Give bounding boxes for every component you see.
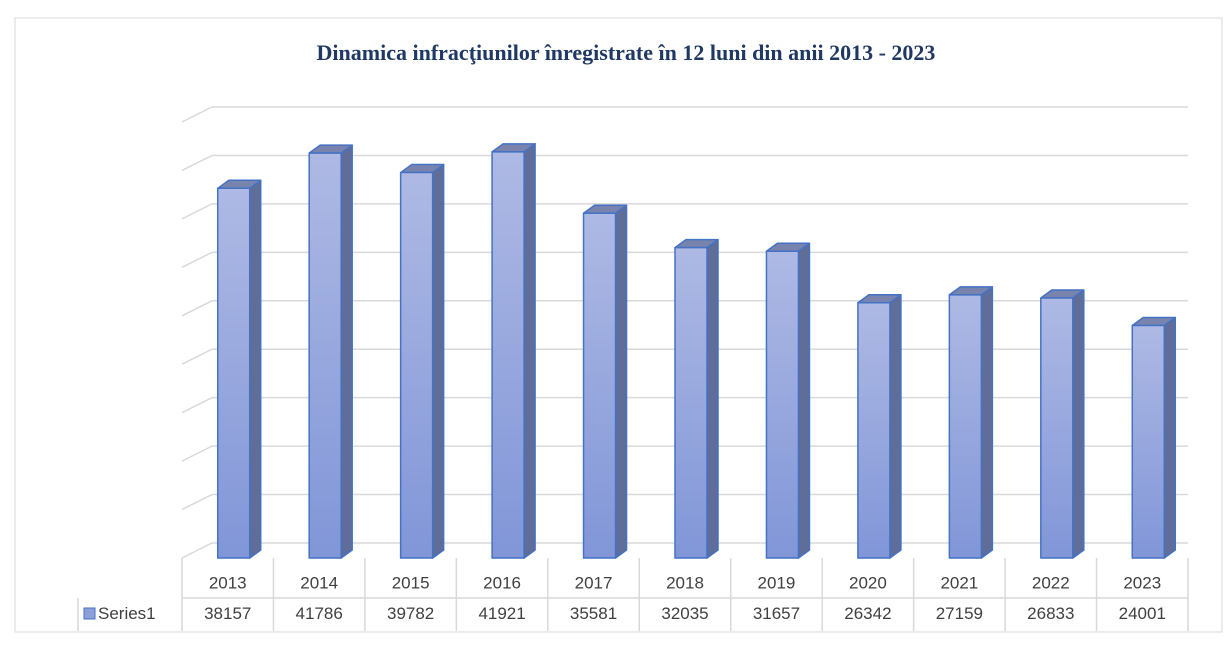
x-tick-label: 2019: [758, 573, 796, 592]
bar: [1040, 289, 1085, 559]
table-value: 39782: [387, 604, 434, 623]
x-tick-label: 2018: [666, 573, 704, 592]
grid-line: [181, 251, 1188, 269]
table-value: 26342: [844, 604, 891, 623]
table-value: 38157: [204, 604, 251, 623]
x-tick-label: 2023: [1123, 573, 1161, 592]
bar: [582, 204, 628, 559]
bar: [674, 238, 719, 559]
table-value: 32035: [661, 604, 708, 623]
x-tick-label: 2021: [940, 573, 978, 592]
table-value: 41786: [296, 604, 343, 623]
x-tick-label: 2014: [300, 573, 338, 592]
grid-line: [181, 154, 1188, 172]
bar: [216, 179, 262, 559]
legend-label: Series1: [98, 604, 156, 623]
bar: [857, 294, 902, 559]
table-value: 24001: [1119, 604, 1166, 623]
x-tick-label: 2022: [1032, 573, 1070, 592]
bar: [491, 143, 536, 559]
bar: [399, 163, 445, 559]
table-value: 26833: [1027, 604, 1074, 623]
x-tick-label: 2020: [849, 573, 887, 592]
table-value: 27159: [936, 604, 983, 623]
x-tick-label: 2015: [392, 573, 430, 592]
grid-line: [181, 106, 1188, 123]
legend-key: [83, 607, 96, 620]
grid-line: [181, 203, 1188, 220]
table-value: 35581: [570, 604, 617, 623]
x-tick-label: 2013: [209, 573, 247, 592]
chart-title: Dinamica infracţiunilor înregistrate în …: [317, 40, 936, 65]
bar: [948, 286, 994, 559]
table-value: 41921: [478, 604, 525, 623]
x-tick-label: 2016: [483, 573, 521, 592]
bar: [765, 242, 811, 559]
x-tick-label: 2017: [575, 573, 613, 592]
bar: [1131, 316, 1177, 559]
table-value: 31657: [753, 604, 800, 623]
bar: [308, 144, 353, 559]
